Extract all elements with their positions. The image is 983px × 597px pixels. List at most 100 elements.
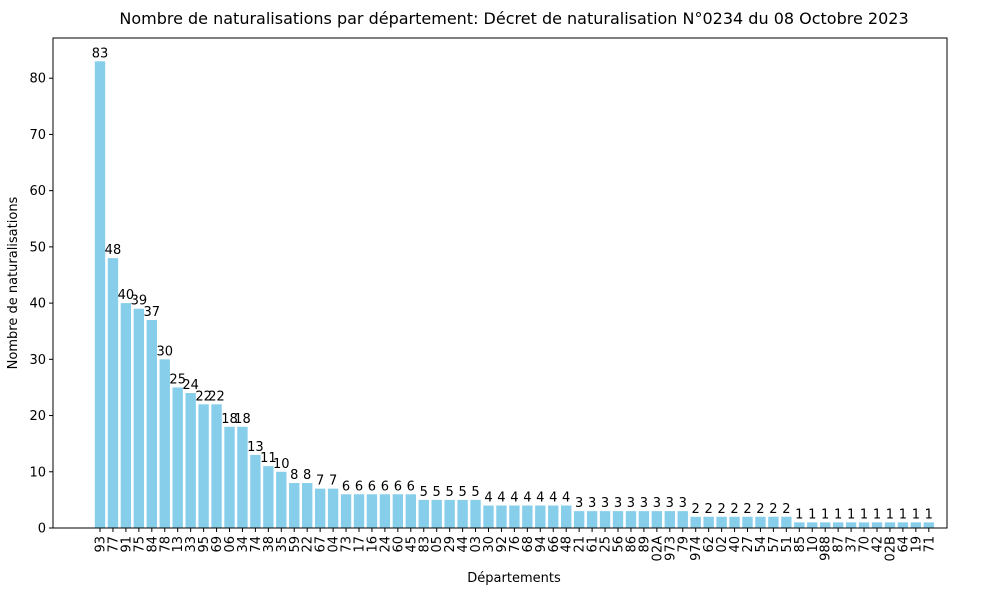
value-label: 18	[221, 412, 238, 427]
value-label: 8	[290, 468, 298, 483]
bar	[858, 522, 870, 528]
value-label: 2	[769, 502, 777, 517]
value-label: 4	[484, 491, 492, 506]
y-tick-label: 30	[29, 353, 46, 368]
x-tick-label: 85	[793, 536, 808, 553]
value-label: 2	[692, 502, 700, 517]
x-tick-label: 25	[599, 536, 614, 553]
x-tick-label: 62	[702, 536, 717, 553]
value-label: 22	[208, 389, 225, 404]
bar	[509, 505, 520, 528]
x-tick-label: 19	[909, 536, 924, 553]
x-tick-label: 83	[417, 536, 432, 553]
bar	[250, 454, 261, 528]
value-label: 3	[588, 496, 596, 511]
bar	[172, 387, 183, 528]
x-tick-label: 59	[288, 536, 303, 553]
bar	[263, 466, 274, 528]
bar	[198, 404, 209, 528]
value-label: 1	[847, 507, 855, 522]
value-label: 7	[316, 474, 324, 489]
x-tick-label: 48	[560, 536, 575, 553]
value-label: 11	[260, 451, 277, 466]
bar	[94, 61, 106, 528]
value-label: 37	[144, 305, 161, 320]
x-tick-label: 38	[262, 536, 277, 553]
bar	[107, 258, 119, 528]
value-label: 39	[131, 294, 148, 309]
bar	[820, 522, 831, 528]
x-tick-label: 27	[741, 536, 756, 553]
y-tick-label: 50	[29, 240, 46, 255]
x-tick-label: 64	[896, 536, 911, 553]
y-tick-label: 60	[29, 184, 46, 199]
x-tick-label: 86	[624, 536, 639, 553]
x-tick-label: 93	[94, 536, 109, 553]
bar	[651, 511, 663, 528]
bar	[807, 522, 818, 528]
value-label: 6	[407, 479, 415, 494]
x-tick-label: 24	[378, 536, 393, 553]
bar	[897, 522, 909, 528]
x-tick-label: 95	[197, 536, 212, 553]
bar	[353, 494, 365, 528]
x-tick-label: 57	[767, 536, 782, 553]
x-tick-label: 42	[871, 536, 886, 553]
x-tick-label: 84	[145, 536, 160, 553]
bar	[573, 511, 585, 528]
x-tick-label: 974	[689, 536, 704, 561]
value-label: 18	[234, 412, 251, 427]
x-tick-label: 74	[249, 536, 264, 553]
x-tick-label: 35	[275, 536, 290, 553]
value-label: 24	[182, 378, 199, 393]
value-label: 4	[523, 491, 531, 506]
value-label: 5	[446, 485, 454, 500]
x-tick-label: 29	[443, 536, 458, 553]
x-tick-label: 10	[806, 536, 821, 553]
x-tick-label: 03	[469, 536, 484, 553]
bar	[405, 494, 416, 528]
bar	[224, 426, 235, 528]
y-tick-label: 10	[29, 465, 46, 480]
x-tick-label: 973	[663, 536, 678, 561]
value-label: 8	[303, 468, 311, 483]
y-tick-label: 40	[29, 297, 46, 312]
value-label: 3	[614, 496, 622, 511]
x-tick-label: 05	[430, 536, 445, 553]
bar	[923, 522, 934, 528]
bar	[781, 516, 792, 528]
x-tick-label: 71	[922, 536, 937, 553]
x-tick-label: 45	[404, 536, 419, 553]
value-label: 1	[821, 507, 829, 522]
value-label: 1	[795, 507, 803, 522]
value-label: 1	[925, 507, 933, 522]
x-tick-label: 16	[365, 536, 380, 553]
bar	[496, 505, 507, 528]
value-label: 3	[640, 496, 648, 511]
value-label: 1	[886, 507, 894, 522]
x-tick-label: 44	[456, 536, 471, 553]
value-label: 3	[679, 496, 687, 511]
value-label: 30	[156, 344, 173, 359]
x-tick-label: 91	[119, 536, 134, 553]
x-tick-label: 67	[314, 536, 329, 553]
bar	[146, 319, 157, 528]
value-label: 13	[247, 440, 264, 455]
bar	[794, 522, 805, 528]
x-tick-label: 77	[106, 536, 121, 553]
value-label: 2	[730, 502, 738, 517]
x-tick-label: 78	[158, 536, 173, 553]
bar	[483, 505, 494, 528]
value-label: 2	[782, 502, 790, 517]
value-label: 4	[549, 491, 557, 506]
bar	[289, 483, 300, 528]
x-axis-label: Départements	[467, 571, 561, 586]
bar	[561, 505, 572, 528]
x-tick-label: 70	[858, 536, 873, 553]
value-label: 2	[756, 502, 764, 517]
y-axis-label: Nombre de naturalisations	[6, 196, 21, 369]
bar	[742, 516, 753, 528]
bar	[418, 499, 429, 528]
x-tick-label: 87	[832, 536, 847, 553]
value-label: 83	[92, 46, 109, 61]
